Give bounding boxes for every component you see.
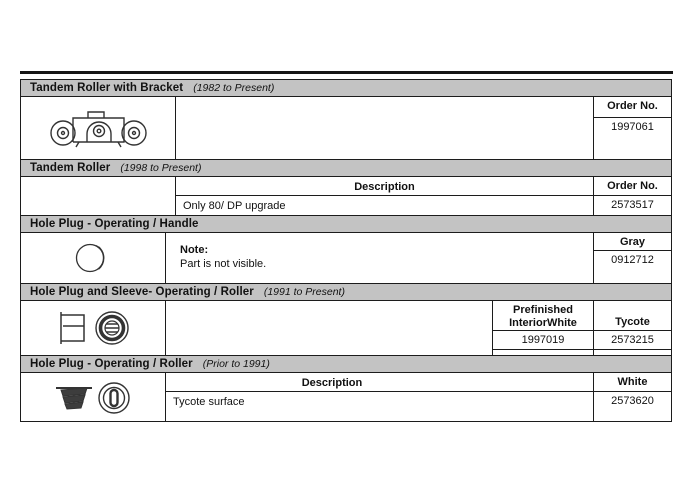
white-order-value: 2573620 bbox=[611, 395, 654, 407]
description-value: Tycote surface bbox=[166, 392, 594, 421]
prefinished-order-value: 1997019 bbox=[493, 331, 594, 350]
section-header-tandem-roller: Tandem Roller (1998 to Present) bbox=[21, 160, 671, 177]
section-header-hole-plug-and-sleeve: Hole Plug and Sleeve- Operating / Roller… bbox=[21, 284, 671, 301]
prefinished-interior-white-header: Prefinished InteriorWhite bbox=[493, 301, 594, 331]
header-line-2: InteriorWhite bbox=[509, 317, 577, 330]
gray-header: Gray bbox=[594, 233, 671, 251]
section-header-hole-plug-handle: Hole Plug - Operating / Handle bbox=[21, 216, 671, 233]
note-cell: Note: Part is not visible. bbox=[166, 233, 594, 283]
filler-cell bbox=[594, 269, 671, 283]
part-image-cell bbox=[21, 233, 166, 283]
hole-plug-icon bbox=[75, 243, 105, 273]
empty-cell bbox=[176, 97, 594, 159]
part-image-cell bbox=[21, 97, 176, 159]
part-image-cell bbox=[21, 177, 176, 215]
section-title: Hole Plug - Operating / Handle bbox=[30, 218, 199, 230]
note-label: Note: bbox=[180, 244, 209, 257]
section-body-hole-plug-roller: Description Tycote surface White 2573620 bbox=[21, 373, 671, 421]
gray-order-value: 0912712 bbox=[611, 254, 654, 266]
section-header-tandem-roller-with-bracket: Tandem Roller with Bracket (1982 to Pres… bbox=[21, 80, 671, 97]
order-no-header: Order No. bbox=[594, 97, 671, 118]
empty-cell bbox=[166, 301, 493, 355]
section-body-tandem-roller: Description Only 80/ DP upgrade Order No… bbox=[21, 177, 671, 216]
description-header: Description bbox=[176, 177, 594, 196]
order-no-value: 2573517 bbox=[611, 199, 654, 211]
header-line-1: Prefinished bbox=[513, 304, 573, 316]
section-body-hole-plug-handle: Note: Part is not visible. Gray 0912712 bbox=[21, 233, 671, 284]
section-title: Hole Plug and Sleeve- Operating / Roller bbox=[30, 286, 254, 298]
top-rule bbox=[20, 71, 673, 74]
section-title: Tandem Roller with Bracket bbox=[30, 82, 184, 94]
section-date: (1998 to Present) bbox=[120, 162, 202, 174]
filler-cell bbox=[594, 350, 671, 355]
part-image-cell bbox=[21, 373, 166, 421]
part-image-cell bbox=[21, 301, 166, 355]
order-no-header: Order No. bbox=[594, 177, 671, 196]
section-title: Hole Plug - Operating / Roller bbox=[30, 358, 193, 370]
description-value: Only 80/ DP upgrade bbox=[176, 196, 594, 215]
section-body-hole-plug-and-sleeve: Prefinished InteriorWhite Tycote 1997019… bbox=[21, 301, 671, 356]
section-date: (1982 to Present) bbox=[193, 82, 275, 94]
hole-plug-prior-1991-icon bbox=[56, 382, 130, 414]
parts-table: Tandem Roller with Bracket (1982 to Pres… bbox=[20, 79, 672, 422]
tandem-roller-with-bracket-icon bbox=[49, 111, 147, 148]
section-title: Tandem Roller bbox=[30, 162, 111, 174]
order-no-value: 1997061 bbox=[611, 121, 654, 133]
section-date: (1991 to Present) bbox=[263, 286, 345, 298]
filler-cell bbox=[493, 350, 594, 355]
description-header: Description bbox=[166, 373, 594, 392]
section-body-tandem-roller-with-bracket: Order No. 1997061 bbox=[21, 97, 671, 160]
hole-plug-and-sleeve-icon bbox=[60, 311, 129, 345]
tycote-order-value: 2573215 bbox=[594, 331, 671, 350]
tycote-header: Tycote bbox=[594, 301, 671, 331]
white-header: White bbox=[594, 373, 671, 392]
section-header-hole-plug-roller: Hole Plug - Operating / Roller (Prior to… bbox=[21, 356, 671, 373]
filler-cell bbox=[594, 136, 671, 159]
section-date: (Prior to 1991) bbox=[202, 358, 270, 370]
note-text: Part is not visible. bbox=[180, 258, 267, 270]
